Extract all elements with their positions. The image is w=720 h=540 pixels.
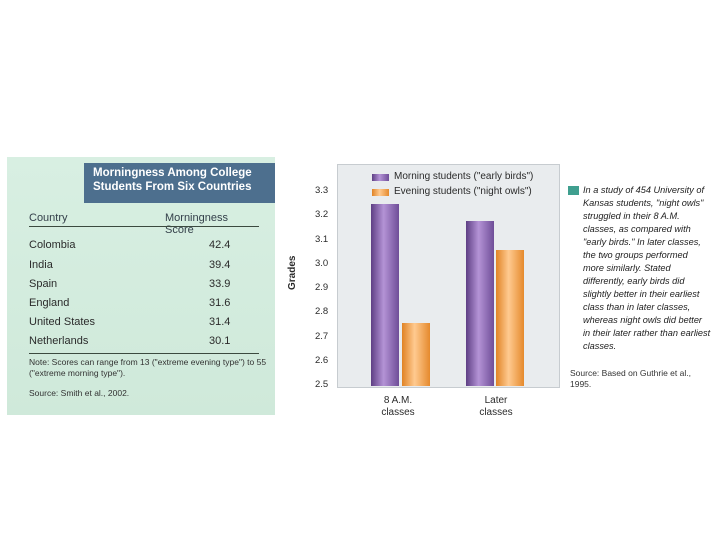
table-row: England 31.6 — [29, 297, 259, 313]
bar-morning-8am — [371, 204, 399, 386]
row-score: 33.9 — [209, 278, 231, 290]
y-tick-label: 2.6 — [315, 354, 329, 366]
row-country: England — [29, 297, 70, 309]
table-row: India 39.4 — [29, 259, 259, 275]
category-label-later: Later classes — [461, 395, 531, 419]
category-label-later-line-1: Later — [484, 395, 508, 406]
row-country: United States — [29, 316, 96, 328]
table-row: Colombia 42.4 — [29, 239, 259, 255]
legend-label-evening: Evening students ("night owls") — [394, 186, 532, 197]
row-country: Netherlands — [29, 335, 89, 347]
table-note: Note: Scores can range from 13 ("extreme… — [29, 357, 267, 378]
y-tick-label: 2.9 — [315, 282, 329, 293]
category-label-8am-line-1: 8 A.M. — [383, 395, 413, 406]
caption-marker-icon — [568, 186, 579, 195]
table-bottom-rule — [29, 353, 259, 354]
legend-swatch-evening — [372, 189, 389, 196]
legend-swatch-morning — [372, 174, 389, 181]
morningness-table: Morningness Among College Students From … — [7, 157, 275, 415]
bar-evening-8am — [402, 322, 430, 386]
row-score: 31.6 — [209, 297, 231, 309]
bar-evening-later — [496, 250, 524, 386]
table-title-line-2: Students From Six Countries — [93, 181, 252, 193]
y-tick-label: 2.8 — [315, 306, 329, 318]
row-score: 31.4 — [209, 316, 231, 328]
table-row: Netherlands 30.1 — [29, 335, 259, 351]
legend-label-morning: Morning students ("early birds") — [394, 171, 534, 182]
caption-source: Source: Based on Guthrie et al., 1995. — [570, 368, 691, 389]
y-tick-label: 2.5 — [315, 379, 329, 390]
category-label-later-line-2: classes — [479, 407, 513, 418]
y-tick-label: 3.1 — [315, 233, 329, 245]
table-title: Morningness Among College Students From … — [84, 163, 275, 203]
bar-morning-later — [466, 221, 494, 386]
row-country: Spain — [29, 278, 58, 290]
row-score: 42.4 — [209, 239, 231, 251]
category-label-8am-line-2: classes — [381, 407, 415, 418]
row-score: 39.4 — [209, 259, 231, 271]
header-country: Country — [29, 212, 68, 224]
row-country: Colombia — [29, 239, 76, 251]
y-tick-label: 2.7 — [315, 330, 329, 342]
y-tick-label: 3.3 — [315, 185, 329, 196]
table-header-rule — [29, 226, 259, 227]
y-tick-label: 3.2 — [315, 209, 329, 221]
row-score: 30.1 — [209, 335, 231, 347]
category-label-8am: 8 A.M. classes — [363, 395, 433, 419]
table-row: United States 31.4 — [29, 316, 259, 332]
header-score: Morningness Score — [165, 212, 228, 236]
y-axis-label: Grades — [287, 255, 298, 290]
row-country: India — [29, 259, 53, 271]
table-title-line-1: Morningness Among College — [93, 167, 252, 179]
table-row: Spain 33.9 — [29, 278, 259, 294]
table-source: Source: Smith et al., 2002. — [29, 388, 130, 398]
y-tick-label: 3.0 — [315, 257, 329, 269]
grades-bar-chart: Morning students ("early birds") Evening… — [337, 164, 560, 388]
figure-caption: In a study of 454 University of Kansas s… — [583, 185, 711, 351]
